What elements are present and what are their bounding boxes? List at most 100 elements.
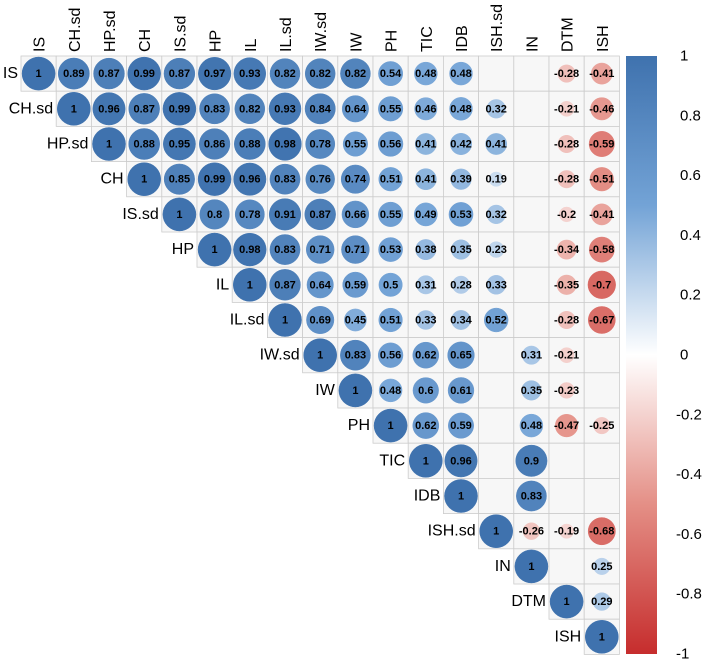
cell-IW-ISH.sd	[478, 372, 515, 409]
correlation-circle	[587, 517, 616, 546]
correlation-value: 1	[564, 596, 570, 608]
colorbar-tick-label: 0	[680, 347, 688, 364]
correlation-value: 0.55	[345, 139, 366, 151]
correlation-value: 0.66	[345, 209, 366, 221]
row-label: HP.sd	[47, 136, 89, 153]
cell-HP-HP: 1	[196, 231, 233, 268]
correlation-value: 0.85	[169, 174, 190, 186]
correlation-circle	[485, 133, 508, 155]
correlation-value: 0.91	[274, 209, 295, 221]
cell-CH.sd-HP.sd: 0.96	[91, 90, 128, 127]
correlation-circle	[269, 269, 301, 301]
cell-IL.sd-PH: 0.51	[372, 301, 409, 338]
cell-background	[583, 477, 620, 514]
column-label: HP	[208, 30, 225, 52]
correlation-value: 0.99	[169, 103, 190, 115]
correlation-circle	[590, 203, 613, 226]
cell-CH-IS.sd: 0.85	[161, 161, 198, 198]
correlation-value: 0.29	[591, 596, 612, 608]
cell-background	[478, 407, 515, 444]
correlation-value: 0.38	[415, 244, 436, 256]
correlation-value: 0.33	[485, 279, 506, 291]
cell-CH.sd-HP: 0.83	[196, 90, 233, 127]
correlation-value: 0.51	[380, 174, 401, 186]
correlation-value: 1	[176, 209, 182, 221]
correlation-value: 0.64	[309, 279, 331, 291]
cell-TIC-TIC: 1	[407, 442, 444, 479]
correlation-value: 0.54	[380, 68, 402, 80]
cell-IS-ISH.sd	[478, 55, 515, 92]
cell-IL.sd-IW.sd: 0.69	[302, 301, 339, 338]
correlation-circle	[414, 97, 438, 121]
correlation-value: 0.93	[239, 68, 260, 80]
cell-PH-PH: 1	[372, 407, 409, 444]
cell-HP-ISH.sd: 0.23	[478, 231, 515, 268]
correlation-circle	[199, 128, 231, 160]
cell-ISH-ISH: 1	[583, 618, 620, 655]
cell-IS-IL.sd: 0.82	[266, 55, 303, 92]
correlation-circle	[304, 198, 336, 231]
column-label: IL	[243, 39, 260, 52]
colorbar-tick-label: -0.8	[676, 586, 702, 603]
correlation-circle	[233, 57, 267, 90]
axis-labels: IS CH.sd HP.sd CH IS.sd HP IL IL.sd IW.sd IW PH TIC…	[3, 4, 612, 645]
colorbar-tick-label: -1	[676, 646, 689, 662]
correlation-circle	[515, 444, 548, 477]
correlation-value: -0.21	[554, 103, 579, 115]
correlation-value: 0.83	[204, 103, 225, 115]
cell-IS-IN	[513, 55, 550, 92]
correlation-circle	[199, 93, 230, 125]
correlation-circle	[416, 310, 436, 330]
correlation-circle	[197, 162, 232, 196]
correlation-value: 0.35	[521, 385, 542, 397]
colorbar-tick-label: 0.4	[680, 227, 701, 244]
correlation-circle	[57, 92, 91, 126]
correlation-value: -0.28	[554, 174, 579, 186]
correlation-value: 0.95	[169, 139, 190, 151]
correlation-value: -0.34	[554, 244, 580, 256]
cell-IL.sd-ISH: -0.67	[583, 301, 620, 338]
correlation-circle	[128, 93, 160, 125]
correlation-value: 0.56	[380, 139, 401, 151]
correlation-value: 0.87	[274, 279, 295, 291]
correlation-value: 0.89	[63, 68, 84, 80]
cell-IW-ISH	[583, 372, 620, 409]
cell-IL-PH: 0.5	[372, 266, 409, 303]
colorbar-tick-label: 0.6	[680, 167, 701, 184]
cell-CH.sd-IN	[513, 90, 550, 127]
correlation-circle	[342, 271, 369, 298]
cell-CH-IL: 0.96	[231, 161, 268, 198]
cell-HP.sd-HP.sd: 1	[91, 126, 128, 163]
column-label: HP.sd	[102, 10, 119, 52]
matrix-cells: 1 0.89 0.87 0.99 0.87 0.97 0.93 0.82 0.82 0.82 0.5…	[20, 55, 620, 655]
cell-IW.sd-PH: 0.56	[372, 337, 409, 374]
correlation-value: 1	[247, 279, 253, 291]
correlation-circle	[448, 202, 474, 227]
cell-background	[548, 442, 585, 479]
correlation-value: 0.32	[485, 103, 506, 115]
colorbar: 1 0.8 0.6 0.4 0.2 0 -0.2 -0.4 -0.6 -0.8 -1	[626, 48, 702, 662]
correlation-value: 1	[352, 385, 358, 397]
cell-IS.sd-IW: 0.66	[337, 196, 374, 233]
correlation-circle	[522, 522, 541, 540]
cell-IL.sd-DTM: -0.28	[548, 301, 585, 338]
cell-background	[478, 442, 515, 479]
cell-DTM-DTM: 1	[548, 583, 585, 620]
correlation-circle	[450, 239, 472, 260]
correlation-circle	[377, 342, 404, 368]
correlation-circle	[451, 310, 471, 330]
row-label: IW.sd	[260, 347, 300, 364]
correlation-circle	[378, 272, 403, 297]
cell-IS.sd-IS.sd: 1	[161, 196, 198, 233]
cell-CH-IN	[513, 161, 550, 198]
correlation-value: -0.68	[589, 526, 614, 538]
correlation-circle	[269, 234, 301, 265]
cell-IL-IL: 1	[231, 266, 268, 303]
correlation-value: 0.83	[274, 244, 295, 256]
correlation-circle	[486, 204, 506, 225]
correlation-circle	[447, 377, 475, 404]
cell-IW.sd-TIC: 0.62	[407, 337, 444, 374]
cell-IS.sd-IDB: 0.53	[442, 196, 479, 233]
correlation-circle	[450, 168, 472, 190]
correlation-circle	[234, 93, 266, 125]
